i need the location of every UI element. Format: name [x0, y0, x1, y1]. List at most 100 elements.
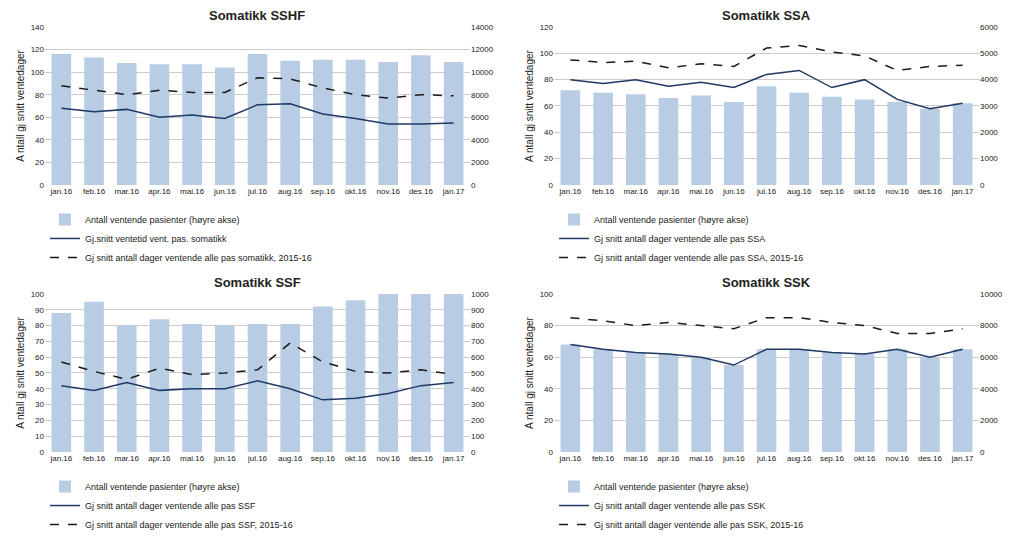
svg-text:nov.16: nov.16 [886, 454, 910, 463]
svg-text:100: 100 [31, 68, 45, 77]
svg-text:0: 0 [40, 181, 45, 190]
svg-text:aug.16: aug.16 [787, 454, 812, 463]
svg-text:5000: 5000 [980, 49, 998, 58]
svg-text:6000: 6000 [471, 113, 489, 122]
svg-text:600: 600 [471, 353, 485, 362]
svg-text:60: 60 [544, 102, 553, 111]
svg-text:jun.16: jun.16 [722, 187, 745, 196]
svg-text:80: 80 [35, 91, 44, 100]
svg-text:40: 40 [544, 385, 553, 394]
svg-text:Somatikk SSK: Somatikk SSK [722, 275, 811, 290]
svg-text:jan.16: jan.16 [49, 454, 72, 463]
svg-text:800: 800 [471, 321, 485, 330]
svg-text:120: 120 [540, 23, 554, 32]
svg-text:nov.16: nov.16 [377, 454, 401, 463]
svg-text:20: 20 [35, 416, 44, 425]
svg-text:60: 60 [544, 353, 553, 362]
svg-text:Gj snitt antall dager ventende: Gj snitt antall dager ventende alle pas … [85, 253, 312, 263]
svg-text:200: 200 [471, 416, 485, 425]
svg-text:sep.16: sep.16 [820, 454, 845, 463]
svg-text:jul.16: jul.16 [756, 454, 777, 463]
svg-text:jul.16: jul.16 [756, 187, 777, 196]
svg-text:0: 0 [980, 181, 985, 190]
svg-text:feb.16: feb.16 [83, 187, 106, 196]
svg-text:Antall ventende pasienter (høy: Antall ventende pasienter (høyre akse) [85, 482, 240, 492]
svg-text:okt.16: okt.16 [854, 187, 876, 196]
svg-text:sep.16: sep.16 [820, 187, 845, 196]
svg-text:des.16: des.16 [918, 454, 943, 463]
svg-text:60: 60 [35, 113, 44, 122]
svg-text:Somatikk SSA: Somatikk SSA [722, 8, 811, 23]
svg-text:8000: 8000 [471, 91, 489, 100]
svg-text:okt.16: okt.16 [854, 454, 876, 463]
svg-text:A ntall gj snitt ventedager: A ntall gj snitt ventedager [524, 316, 535, 428]
svg-text:3000: 3000 [980, 102, 998, 111]
svg-text:nov.16: nov.16 [377, 187, 401, 196]
svg-text:Gj snitt antall dager ventende: Gj snitt antall dager ventende alle pas … [594, 253, 803, 263]
svg-text:jun.16: jun.16 [722, 454, 745, 463]
svg-text:Somatikk SSF: Somatikk SSF [214, 275, 301, 290]
svg-text:400: 400 [471, 385, 485, 394]
svg-text:60: 60 [35, 353, 44, 362]
svg-text:okt.16: okt.16 [345, 187, 367, 196]
svg-text:jan.17: jan.17 [442, 454, 465, 463]
svg-text:jan.17: jan.17 [951, 187, 974, 196]
svg-text:jan.17: jan.17 [951, 454, 974, 463]
svg-text:300: 300 [471, 400, 485, 409]
svg-text:okt.16: okt.16 [345, 454, 367, 463]
svg-text:14000: 14000 [471, 23, 494, 32]
svg-text:Gj snitt antall dager ventende: Gj snitt antall dager ventende alle pas … [594, 520, 803, 530]
svg-text:apr.16: apr.16 [148, 187, 171, 196]
svg-text:0: 0 [549, 448, 554, 457]
svg-text:A ntall gj snitt ventedager: A ntall gj snitt ventedager [15, 49, 26, 161]
svg-text:100: 100 [540, 290, 554, 299]
svg-text:mai.16: mai.16 [180, 454, 205, 463]
svg-text:100: 100 [471, 432, 485, 441]
svg-text:Gj.snitt ventetid vent. pas. s: Gj.snitt ventetid vent. pas. somatikk [85, 234, 227, 244]
svg-text:10: 10 [35, 432, 44, 441]
svg-text:des.16: des.16 [409, 187, 434, 196]
svg-text:120: 120 [31, 45, 45, 54]
svg-text:Antall ventende pasienter (høy: Antall ventende pasienter (høyre akse) [85, 215, 240, 225]
svg-text:sep.16: sep.16 [311, 187, 336, 196]
svg-text:0: 0 [549, 181, 554, 190]
svg-text:1000: 1000 [980, 154, 998, 163]
svg-text:jan.16: jan.16 [49, 187, 72, 196]
svg-text:Antall ventende pasienter (høy: Antall ventende pasienter (høyre akse) [594, 482, 749, 492]
svg-text:10000: 10000 [471, 68, 494, 77]
svg-text:0: 0 [471, 181, 476, 190]
svg-text:500: 500 [471, 369, 485, 378]
svg-text:Gj snitt antall dager ventende: Gj snitt antall dager ventende alle pas … [85, 501, 256, 511]
svg-text:jul.16: jul.16 [247, 187, 268, 196]
svg-text:2000: 2000 [980, 128, 998, 137]
svg-text:Gj snitt antall dager ventende: Gj snitt antall dager ventende alle pas … [85, 520, 293, 530]
svg-text:mar.16: mar.16 [114, 454, 139, 463]
svg-text:40: 40 [35, 385, 44, 394]
svg-text:2000: 2000 [471, 158, 489, 167]
svg-text:apr.16: apr.16 [657, 187, 680, 196]
svg-text:apr.16: apr.16 [148, 454, 171, 463]
svg-text:90: 90 [35, 306, 44, 315]
svg-text:jul.16: jul.16 [247, 454, 268, 463]
svg-text:80: 80 [544, 75, 553, 84]
svg-text:4000: 4000 [980, 385, 998, 394]
svg-text:A ntall gj snitt ventedager: A ntall gj snitt ventedager [524, 49, 535, 161]
svg-text:30: 30 [35, 400, 44, 409]
svg-text:jan.17: jan.17 [442, 187, 465, 196]
svg-text:900: 900 [471, 306, 485, 315]
svg-text:des.16: des.16 [409, 454, 434, 463]
svg-text:80: 80 [544, 321, 553, 330]
svg-text:10000: 10000 [980, 290, 1003, 299]
svg-text:jun.16: jun.16 [213, 187, 236, 196]
svg-text:0: 0 [40, 448, 45, 457]
svg-text:jan.16: jan.16 [558, 454, 581, 463]
svg-text:aug.16: aug.16 [278, 454, 303, 463]
svg-text:aug.16: aug.16 [278, 187, 303, 196]
svg-text:sep.16: sep.16 [311, 454, 336, 463]
svg-text:50: 50 [35, 369, 44, 378]
svg-text:70: 70 [35, 337, 44, 346]
svg-text:20: 20 [544, 416, 553, 425]
svg-text:apr.16: apr.16 [657, 454, 680, 463]
svg-text:A ntall gj snitt ventedager: A ntall gj snitt ventedager [15, 316, 26, 428]
svg-text:100: 100 [540, 49, 554, 58]
